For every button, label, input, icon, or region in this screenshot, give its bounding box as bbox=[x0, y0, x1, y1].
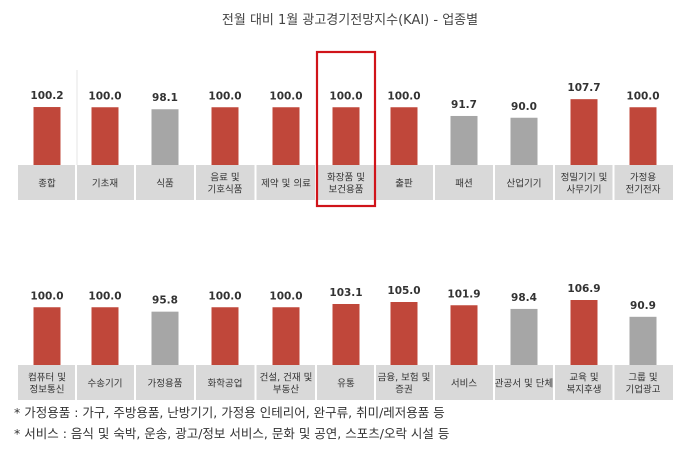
data-label: 100.0 bbox=[208, 290, 241, 302]
category-label: 종합 bbox=[38, 179, 56, 190]
category-label: 그룹 및 bbox=[628, 372, 657, 384]
category-label: 보건용품 bbox=[329, 185, 364, 196]
category-label: 제약 및 의료 bbox=[261, 178, 311, 190]
label-strip bbox=[18, 365, 673, 400]
category-label: 가정용품 bbox=[148, 379, 183, 390]
bar bbox=[332, 303, 360, 365]
bar bbox=[91, 107, 119, 165]
category-label: 화학공업 bbox=[208, 378, 243, 390]
category-label: 건설, 건재 및 bbox=[260, 372, 313, 384]
bar bbox=[570, 99, 598, 165]
category-label: 패션 bbox=[455, 179, 472, 190]
category-label: 음료 및 bbox=[210, 172, 239, 184]
bar bbox=[570, 300, 598, 365]
chart-title: 전월 대비 1월 광고경기전망지수(KAI) - 업종별 bbox=[221, 13, 479, 28]
category-label: 정밀기기 및 bbox=[561, 172, 608, 184]
bar bbox=[211, 307, 239, 365]
data-label: 100.0 bbox=[208, 90, 241, 102]
bar bbox=[272, 307, 300, 365]
data-label: 100.0 bbox=[626, 90, 659, 102]
data-label: 95.8 bbox=[152, 295, 178, 307]
data-label: 100.0 bbox=[387, 90, 420, 102]
data-label: 100.0 bbox=[269, 90, 302, 102]
bar bbox=[629, 107, 657, 165]
bar bbox=[629, 316, 657, 365]
category-label: 정보통신 bbox=[30, 385, 65, 396]
category-label: 화장품 및 bbox=[327, 172, 365, 184]
category-label: 복지후생 bbox=[567, 385, 602, 396]
bar bbox=[510, 117, 538, 165]
category-label: 기업광고 bbox=[626, 384, 661, 396]
category-label: 전기전자 bbox=[626, 185, 661, 196]
category-label: 산업기기 bbox=[507, 178, 542, 190]
category-label: 교육 및 bbox=[569, 372, 598, 384]
data-label: 103.1 bbox=[329, 287, 362, 299]
category-label: 금융, 보험 및 bbox=[378, 372, 431, 384]
data-label: 100.0 bbox=[329, 90, 362, 102]
category-label: 기초재 bbox=[92, 179, 118, 190]
category-label: 식품 bbox=[156, 179, 174, 190]
bar bbox=[151, 109, 179, 165]
bar bbox=[33, 307, 61, 365]
data-label: 107.7 bbox=[567, 82, 600, 94]
highlight-box bbox=[315, 50, 377, 208]
data-label: 90.0 bbox=[511, 101, 537, 113]
data-label: 100.2 bbox=[30, 90, 63, 102]
bar bbox=[390, 107, 418, 165]
data-label: 100.0 bbox=[88, 90, 121, 102]
category-label: 가정용 bbox=[630, 173, 656, 184]
data-label: 98.1 bbox=[152, 92, 178, 104]
category-label: 증권 bbox=[395, 384, 412, 396]
data-label: 98.4 bbox=[511, 292, 537, 304]
category-label: 기호식품 bbox=[208, 185, 243, 196]
category-label: 출판 bbox=[395, 179, 413, 190]
footnote-household-goods: * 가정용품 : 가구, 주방용품, 난방기기, 가정용 인테리어, 완구류, … bbox=[14, 405, 445, 420]
bar bbox=[450, 115, 478, 165]
bar bbox=[272, 107, 300, 165]
category-label: 유통 bbox=[337, 379, 355, 390]
category-label: 사무기기 bbox=[567, 185, 602, 196]
category-label: 수송기기 bbox=[88, 379, 123, 390]
category-label: 컴퓨터 및 bbox=[28, 372, 66, 384]
bar bbox=[91, 307, 119, 365]
label-strip bbox=[18, 165, 673, 200]
bar bbox=[450, 305, 478, 365]
category-label: 부동산 bbox=[273, 385, 299, 396]
data-label: 101.9 bbox=[447, 288, 480, 300]
footnotes: * 가정용품 : 가구, 주방용품, 난방기기, 가정용 인테리어, 완구류, … bbox=[14, 402, 449, 444]
data-label: 106.9 bbox=[567, 283, 600, 295]
data-label: 90.9 bbox=[630, 300, 656, 312]
data-label: 105.0 bbox=[387, 285, 420, 297]
bar bbox=[390, 302, 418, 365]
category-label: 관공서 및 단체 bbox=[495, 378, 553, 390]
data-label: 100.0 bbox=[30, 290, 63, 302]
category-label: 서비스 bbox=[451, 379, 477, 390]
footnote-services: * 서비스 : 음식 및 숙박, 운송, 광고/정보 서비스, 문화 및 공연,… bbox=[14, 426, 450, 441]
data-label: 100.0 bbox=[269, 290, 302, 302]
bar bbox=[510, 308, 538, 365]
data-label: 91.7 bbox=[451, 99, 477, 111]
bar bbox=[33, 107, 61, 165]
bar bbox=[211, 107, 239, 165]
data-label: 100.0 bbox=[88, 290, 121, 302]
bar bbox=[151, 311, 179, 365]
bar bbox=[332, 107, 360, 165]
